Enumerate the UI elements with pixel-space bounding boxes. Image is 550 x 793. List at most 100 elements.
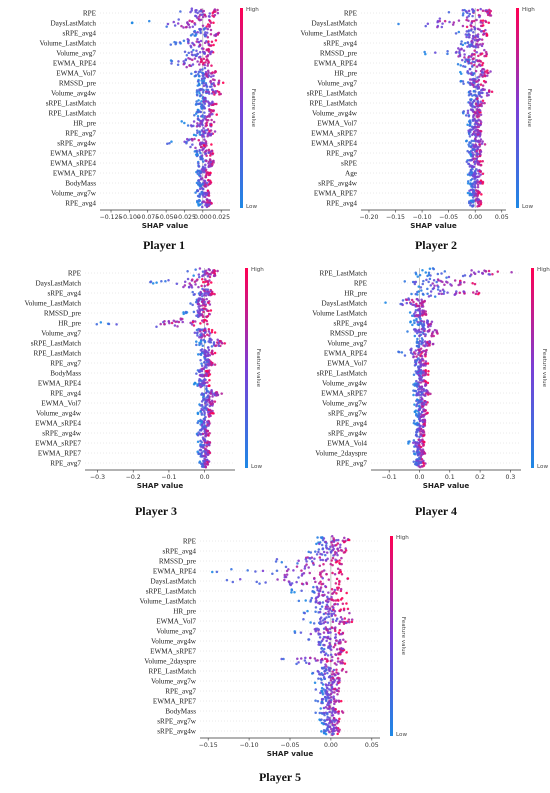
shap-point <box>182 312 185 316</box>
shap-point <box>481 140 484 143</box>
shap-point <box>321 673 324 676</box>
feature-label: RPE_LastMatch <box>148 667 196 675</box>
shap-point <box>469 130 472 134</box>
shap-point <box>182 39 186 43</box>
shap-point <box>204 435 207 438</box>
shap-point <box>180 24 183 28</box>
shap-point <box>337 689 340 693</box>
shap-point <box>329 653 333 657</box>
feature-label: RPE_avg7 <box>165 687 196 695</box>
shap-point <box>483 88 486 91</box>
shap-point <box>325 718 329 721</box>
shap-point <box>405 301 409 305</box>
shap-point <box>176 22 180 25</box>
shap-point <box>472 89 476 93</box>
shap-point <box>468 67 472 71</box>
shap-point <box>185 142 188 145</box>
feature-label: RMSSD_pre <box>330 329 367 337</box>
shap-point <box>420 354 424 358</box>
shap-point <box>290 588 294 592</box>
shap-point <box>208 15 211 18</box>
shap-point <box>346 607 350 611</box>
shap-point <box>165 25 168 28</box>
x-tick-label: −0.125 <box>100 214 123 221</box>
shap-point <box>183 50 187 54</box>
shap-point <box>196 122 199 125</box>
shap-point <box>483 72 486 76</box>
shap-point <box>335 648 339 651</box>
shap-point <box>275 557 279 561</box>
feature-label: EWMA_sRPE4 <box>35 419 81 427</box>
shap-point <box>199 439 202 443</box>
shap-point <box>205 360 209 364</box>
shap-point <box>341 659 344 662</box>
shap-point <box>334 700 337 703</box>
shap-point <box>211 71 214 74</box>
shap-point <box>335 617 339 620</box>
shap-point <box>322 631 326 634</box>
x-tick-label: 0.2 <box>475 474 485 481</box>
colorbar-title: Feature value <box>255 349 261 388</box>
shap-point <box>318 601 322 605</box>
shap-point <box>195 328 199 332</box>
shap-point <box>344 670 348 674</box>
shap-point <box>203 397 206 401</box>
shap-point <box>204 288 208 291</box>
shap-point <box>207 301 210 305</box>
shap-point <box>468 135 472 138</box>
shap-point <box>332 672 336 676</box>
shap-point <box>199 340 203 343</box>
shap-point <box>198 330 202 333</box>
shap-point <box>195 89 199 92</box>
shap-point <box>190 7 194 10</box>
shap-plot-1: RPEDaysLastMatchsRPE_avg4Volume_LastMatc… <box>39 7 259 230</box>
shap-point <box>207 348 211 352</box>
shap-point <box>322 706 326 710</box>
shap-point <box>466 191 470 195</box>
shap-point <box>221 81 225 85</box>
feature-label: EWMA_sRPE7 <box>321 389 367 397</box>
shap-point <box>479 83 483 86</box>
feature-label: RPE_LastMatch <box>48 109 96 117</box>
shap-point <box>255 580 258 584</box>
shap-point <box>205 173 208 177</box>
shap-point <box>474 126 477 129</box>
shap-point <box>467 14 470 18</box>
feature-label: Volume_avg7 <box>56 49 96 57</box>
shap-point <box>430 335 434 338</box>
colorbar <box>240 8 243 208</box>
shap-point <box>412 300 415 304</box>
shap-point <box>336 680 340 684</box>
shap-point <box>328 718 331 721</box>
shap-point <box>199 68 202 71</box>
shap-point <box>407 440 410 443</box>
shap-point <box>207 282 210 286</box>
shap-point <box>170 59 174 63</box>
shap-point <box>471 281 474 285</box>
shap-point <box>166 142 169 146</box>
shap-point <box>336 732 339 736</box>
shap-point <box>182 285 185 289</box>
shap-point <box>208 384 211 387</box>
shap-point <box>479 130 483 133</box>
shap-point <box>454 32 458 35</box>
shap-point <box>459 281 462 284</box>
feature-label: EWMA_RPE4 <box>314 59 358 67</box>
shap-point <box>333 643 337 647</box>
shap-point <box>208 337 211 340</box>
shap-point <box>327 683 330 687</box>
x-tick-label: −0.10 <box>240 742 259 749</box>
shap-point <box>476 163 480 166</box>
shap-point <box>201 90 205 94</box>
shap-point <box>193 137 196 141</box>
shap-point <box>225 578 229 582</box>
shap-point <box>197 379 201 383</box>
feature-label: sRPE_LastMatch <box>31 339 82 347</box>
shap-point <box>343 536 346 540</box>
shap-point <box>204 140 208 143</box>
shap-point <box>437 292 441 296</box>
shap-point <box>325 547 329 550</box>
shap-point <box>324 558 328 562</box>
feature-label: RPE <box>83 9 97 17</box>
colorbar <box>516 8 519 208</box>
